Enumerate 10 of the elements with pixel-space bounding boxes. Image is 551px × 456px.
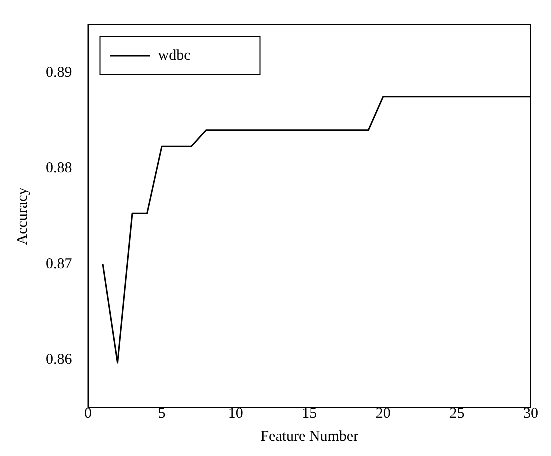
x-tick-label: 30 (524, 406, 538, 422)
y-tick-label: 0.87 (46, 256, 73, 272)
y-tick-label: 0.89 (46, 64, 72, 81)
x-axis-title: Feature Number (260, 428, 359, 445)
y-tick-label: 0.86 (46, 352, 73, 368)
y-tick-label: 0.88 (46, 160, 72, 177)
legend-label: wdbc (158, 48, 192, 64)
y-axis-title: Accuracy (14, 187, 31, 246)
x-tick-label: 0 (84, 406, 92, 422)
x-tick-label: 10 (228, 406, 244, 422)
